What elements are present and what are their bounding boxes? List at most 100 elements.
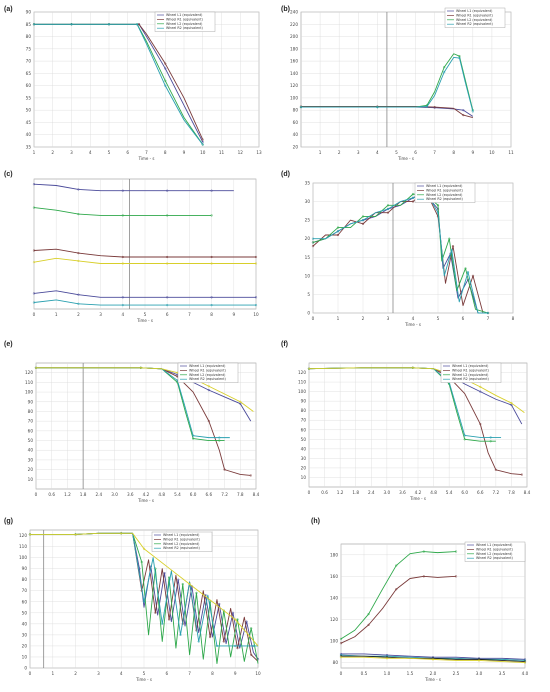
data-point [192,437,195,440]
legend-entry: Wheel R1 (equivalent) [426,188,463,192]
data-point [201,140,204,144]
x-tick-label: 2 [77,312,80,317]
data-point [386,211,390,214]
y-tick-label: 10 [22,654,28,659]
data-point [236,618,239,621]
data-point [136,23,139,26]
data-point [121,214,124,217]
x-tick-label: 1 [51,671,54,676]
legend-entry: Wheel L1 (equivalent) [452,364,488,368]
legend-box [414,182,476,203]
x-tick-label: 9 [232,312,235,317]
legend-entry: Wheel L2 (equivalent) [456,18,492,22]
y-tick-label: 70 [301,418,307,423]
data-point [188,582,191,586]
y-tick-label: 20 [293,145,299,150]
legend: Wheel L1 (equivalent)Wheel R1 (equivalen… [151,531,213,552]
x-tick-label: 8.4 [253,492,260,497]
x-tick-label: 7 [188,312,191,317]
y-tick-label: 40 [26,132,32,137]
data-point [436,211,440,214]
series-line [340,551,457,640]
x-tick-label: 1.8 [352,490,359,495]
x-tick-label: 4 [412,316,415,321]
series-line [312,189,488,314]
x-tick-label: 3.6 [399,490,406,495]
data-point [479,385,482,388]
x-tick-label: 3.0 [384,490,391,495]
y-tick-label: 50 [28,438,34,443]
x-tick-label: 7.2 [493,490,500,495]
y-tick-label: 50 [301,437,307,442]
y-tick-label: 200 [290,34,298,39]
data-point [201,143,204,146]
x-tick-label: 7 [188,671,191,676]
y-tick-label: 80 [22,577,28,582]
data-point [254,296,258,299]
chart-panel-a: (a) 1 2 3 4 5 6 7 8 9 10 11 12 13 35 40 45 50 55 60 65 70 75 80… [0,0,275,165]
chart-svg: 0 1 2 3 4 5 6 7 8 0 5 10 15 20 25 30 35 Time - s Wheel L1 … [305,181,515,328]
data-point [431,658,435,661]
data-point [299,106,303,109]
x-tick-label: 5 [108,150,111,155]
y-tick-label: 0 [307,311,310,316]
data-point [121,189,124,192]
x-tick-label: 6.0 [461,490,468,495]
legend-entry: Wheel R1 (equivalent) [163,537,200,541]
series-line [30,532,259,647]
data-point [164,62,167,65]
y-tick-label: 70 [26,59,32,64]
data-point [250,653,253,656]
x-tick-label: 0 [308,490,311,495]
x-tick-label: 4 [121,312,124,317]
x-tick-label: 8 [210,312,213,317]
x-tick-label: 7 [433,150,436,155]
series-line [33,257,256,264]
data-point [210,262,213,265]
legend-entry: Wheel R1 (equivalent) [476,547,513,551]
y-tick-label: 10 [301,475,307,480]
data-point [32,183,36,186]
data-point [339,637,343,640]
data-point [32,23,36,26]
y-tick-label: 40 [293,132,299,137]
data-point [462,109,465,112]
data-point [107,23,111,26]
data-point [32,292,36,295]
legend-entry: Wheel R2 (equivalent) [456,22,493,26]
data-point [386,207,390,211]
data-point [77,302,80,305]
y-tick-label: 60 [301,427,307,432]
legend: Wheel L1 (equivalent)Wheel R1 (equivalen… [154,11,216,32]
chart-svg: 0 0.6 1.2 1.8 2.4 3.0 3.6 4.2 4.8 5.4 6.0 6.6 7.2 7.8… [25,362,260,503]
chart-panel-g: (g) 0 1 2 3 4 5 6 7 8 9 10 0 10 20 30 40 50 60 70 80 90 100 110… [0,512,275,687]
y-tick-label: 20 [22,643,28,648]
data-point [121,304,124,307]
y-tick-label: 80 [28,409,34,414]
data-point [385,657,389,660]
legend-entry: Wheel R2 (equivalent) [163,546,200,550]
x-tick-label: 6 [126,150,129,155]
data-point [411,200,415,203]
x-tick-label: 2 [74,671,77,676]
data-point [411,366,414,369]
y-tick-label: 70 [22,588,28,593]
plot-area [300,11,512,148]
data-point [425,105,429,108]
x-tick-label: 6.6 [206,492,213,497]
x-tick-label: 7 [145,150,148,155]
data-point [139,366,142,369]
legend-box [154,11,216,32]
data-point [166,262,169,265]
data-point [77,251,80,255]
data-point [207,389,210,392]
data-point [462,113,465,117]
y-tick-label: 100 [19,555,27,560]
x-tick-label: 11 [219,150,225,155]
legend-entry: Wheel L1 (equivalent) [163,533,199,537]
x-tick-label: 13 [256,150,262,155]
data-point [121,296,124,299]
legend-entry: Wheel L1 (equivalent) [426,184,462,188]
x-tick-label: 6.0 [190,492,197,497]
series-line [33,299,256,306]
